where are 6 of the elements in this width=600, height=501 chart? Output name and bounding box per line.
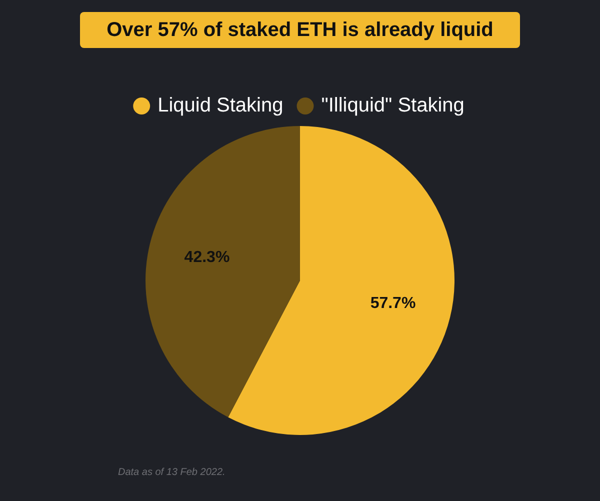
data-label: 42.3%: [184, 248, 230, 266]
legend-label: Liquid Staking: [158, 94, 284, 117]
text: Data as of 13 Feb 2022.: [118, 467, 226, 478]
data-label: 57.7%: [370, 294, 416, 312]
chart-title: Over 57% of staked ETH is already liquid: [80, 12, 520, 48]
legend-label: "Illiquid" Staking: [321, 94, 464, 117]
